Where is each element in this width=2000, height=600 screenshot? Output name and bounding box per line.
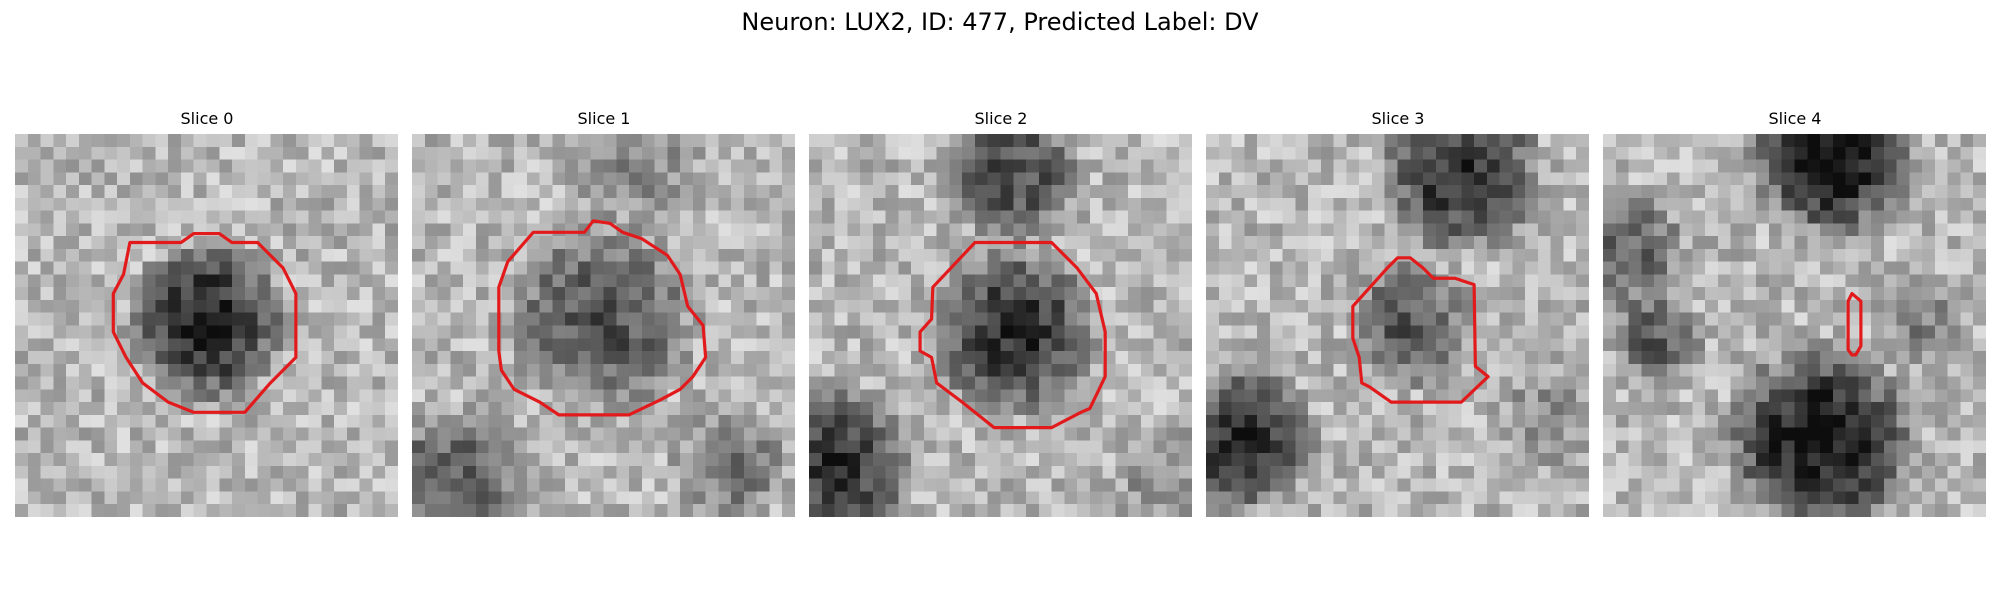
slice-image-3 — [1206, 134, 1589, 517]
slice-panel-4: Slice 4 — [1603, 110, 1987, 517]
slice-contour-2 — [918, 240, 1107, 430]
slice-contour-1 — [497, 219, 708, 417]
slice-grayscale-3 — [1206, 134, 1589, 517]
slice-contour-4 — [1846, 291, 1863, 357]
slice-title-0: Slice 0 — [180, 109, 234, 128]
slice-panel-2: Slice 2 — [809, 110, 1193, 517]
slice-grayscale-4 — [1603, 134, 1986, 517]
slice-title-3: Slice 3 — [1371, 109, 1425, 128]
slice-title-4: Slice 4 — [1768, 109, 1822, 128]
slice-grayscale-0 — [15, 134, 398, 517]
figure-title: Neuron: LUX2, ID: 477, Predicted Label: … — [741, 8, 1259, 36]
neuron-roi-outline — [918, 240, 1107, 430]
neuron-roi-outline — [1846, 291, 1863, 357]
slice-panel-0: Slice 0 — [15, 110, 399, 517]
slice-image-1 — [412, 134, 795, 517]
slice-image-4 — [1603, 134, 1986, 517]
neuron-roi-outline — [1351, 256, 1490, 404]
slice-contour-3 — [1351, 256, 1490, 404]
slice-panel-1: Slice 1 — [412, 110, 796, 517]
slice-image-0 — [15, 134, 398, 517]
neuron-roi-outline — [111, 231, 298, 414]
slice-panel-3: Slice 3 — [1206, 110, 1590, 517]
slice-grayscale-1 — [412, 134, 795, 517]
slice-image-2 — [809, 134, 1192, 517]
slice-title-2: Slice 2 — [974, 109, 1028, 128]
neuron-roi-outline — [497, 219, 708, 417]
slice-contour-0 — [111, 231, 298, 414]
slice-title-1: Slice 1 — [577, 109, 631, 128]
slice-grayscale-2 — [809, 134, 1192, 517]
